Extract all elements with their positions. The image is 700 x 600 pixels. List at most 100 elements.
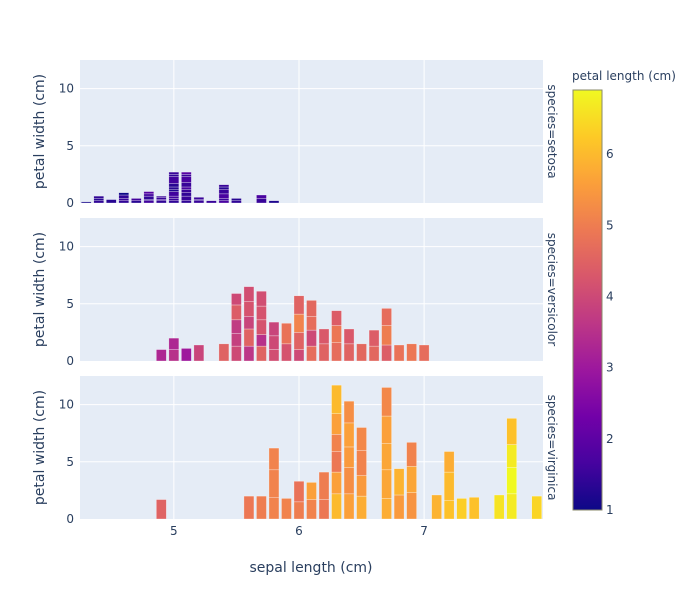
- bar-segment[interactable]: [393, 468, 405, 496]
- bar-stack[interactable]: [456, 498, 467, 520]
- bar-stack[interactable]: [168, 337, 180, 362]
- bar-segment[interactable]: [506, 493, 517, 520]
- bar-segment[interactable]: [331, 310, 342, 326]
- bar-stack[interactable]: [268, 447, 280, 520]
- bar-segment[interactable]: [506, 467, 517, 495]
- bar-segment[interactable]: [331, 384, 342, 415]
- bar-segment[interactable]: [218, 189, 230, 195]
- bar-segment[interactable]: [406, 343, 417, 362]
- bar-stack[interactable]: [468, 497, 480, 520]
- bar-stack[interactable]: [343, 400, 355, 520]
- bar-segment[interactable]: [256, 194, 267, 199]
- bar-stack[interactable]: [256, 194, 267, 204]
- bar-stack[interactable]: [331, 310, 342, 362]
- bar-stack[interactable]: [131, 198, 142, 204]
- bar-stack[interactable]: [156, 499, 167, 520]
- bar-segment[interactable]: [331, 493, 342, 520]
- bar-stack[interactable]: [156, 195, 167, 204]
- bar-stack[interactable]: [218, 184, 230, 204]
- bar-segment[interactable]: [193, 200, 205, 204]
- bar-segment[interactable]: [168, 349, 180, 362]
- bar-segment[interactable]: [468, 497, 480, 520]
- bar-segment[interactable]: [293, 501, 305, 520]
- bar-segment[interactable]: [281, 322, 292, 345]
- bar-segment[interactable]: [343, 328, 355, 345]
- bar-stack[interactable]: [293, 295, 305, 362]
- bar-segment[interactable]: [218, 193, 230, 199]
- bar-segment[interactable]: [293, 349, 305, 362]
- bar-segment[interactable]: [93, 198, 105, 201]
- bar-segment[interactable]: [168, 183, 180, 188]
- bar-segment[interactable]: [256, 319, 267, 335]
- bar-segment[interactable]: [318, 499, 330, 520]
- bar-stack[interactable]: [268, 321, 280, 362]
- bar-stack[interactable]: [181, 171, 192, 204]
- bar-segment[interactable]: [306, 329, 317, 347]
- bar-stack[interactable]: [406, 442, 417, 520]
- bar-segment[interactable]: [168, 200, 180, 204]
- bar-segment[interactable]: [181, 176, 192, 183]
- bar-segment[interactable]: [356, 475, 367, 497]
- bar-segment[interactable]: [168, 195, 180, 199]
- bar-segment[interactable]: [406, 442, 417, 467]
- bar-segment[interactable]: [181, 189, 192, 193]
- bar-segment[interactable]: [143, 193, 155, 197]
- bar-stack[interactable]: [381, 308, 392, 362]
- bar-segment[interactable]: [268, 469, 280, 498]
- bar-stack[interactable]: [431, 494, 442, 520]
- bar-segment[interactable]: [231, 319, 242, 334]
- bar-stack[interactable]: [306, 300, 317, 362]
- bar-segment[interactable]: [218, 343, 230, 362]
- bar-segment[interactable]: [168, 191, 180, 197]
- bar-segment[interactable]: [243, 345, 255, 362]
- bar-segment[interactable]: [168, 174, 180, 177]
- bar-stack[interactable]: [318, 471, 330, 520]
- bar-stack[interactable]: [118, 192, 130, 204]
- bar-segment[interactable]: [381, 469, 392, 499]
- bar-segment[interactable]: [193, 197, 205, 200]
- bar-segment[interactable]: [381, 498, 392, 520]
- bar-segment[interactable]: [381, 387, 392, 417]
- bar-stack[interactable]: [443, 451, 455, 520]
- bar-segment[interactable]: [356, 427, 367, 451]
- bar-segment[interactable]: [443, 500, 455, 520]
- bar-stack[interactable]: [256, 495, 267, 520]
- bar-stack[interactable]: [493, 494, 505, 520]
- bar-segment[interactable]: [293, 480, 305, 503]
- bar-segment[interactable]: [418, 344, 430, 362]
- bar-stack[interactable]: [231, 293, 242, 362]
- bar-segment[interactable]: [206, 200, 217, 204]
- bar-segment[interactable]: [381, 443, 392, 471]
- bar-segment[interactable]: [156, 349, 167, 362]
- bar-stack[interactable]: [81, 201, 92, 204]
- bar-segment[interactable]: [168, 198, 180, 201]
- bar-segment[interactable]: [506, 418, 517, 445]
- bar-segment[interactable]: [106, 199, 117, 204]
- bar-segment[interactable]: [281, 343, 292, 362]
- bar-segment[interactable]: [268, 335, 280, 350]
- bar-stack[interactable]: [356, 427, 367, 520]
- bar-stack[interactable]: [231, 198, 242, 204]
- bar-segment[interactable]: [506, 444, 517, 468]
- bar-segment[interactable]: [406, 466, 417, 493]
- bar-stack[interactable]: [106, 199, 117, 204]
- bar-segment[interactable]: [181, 348, 192, 362]
- bar-segment[interactable]: [293, 313, 305, 333]
- bar-stack[interactable]: [256, 290, 267, 362]
- bar-segment[interactable]: [343, 467, 355, 495]
- bar-segment[interactable]: [268, 321, 280, 337]
- bar-segment[interactable]: [181, 171, 192, 175]
- bar-segment[interactable]: [293, 332, 305, 350]
- bar-segment[interactable]: [306, 300, 317, 317]
- bar-stack[interactable]: [268, 200, 280, 204]
- bar-segment[interactable]: [218, 186, 230, 190]
- bar-segment[interactable]: [243, 495, 255, 520]
- bar-segment[interactable]: [143, 195, 155, 200]
- bar-segment[interactable]: [368, 329, 380, 347]
- bar-segment[interactable]: [356, 450, 367, 476]
- bar-segment[interactable]: [343, 343, 355, 362]
- bar-segment[interactable]: [393, 344, 405, 362]
- bar-segment[interactable]: [331, 413, 342, 435]
- bar-stack[interactable]: [531, 495, 542, 520]
- bar-segment[interactable]: [243, 328, 255, 347]
